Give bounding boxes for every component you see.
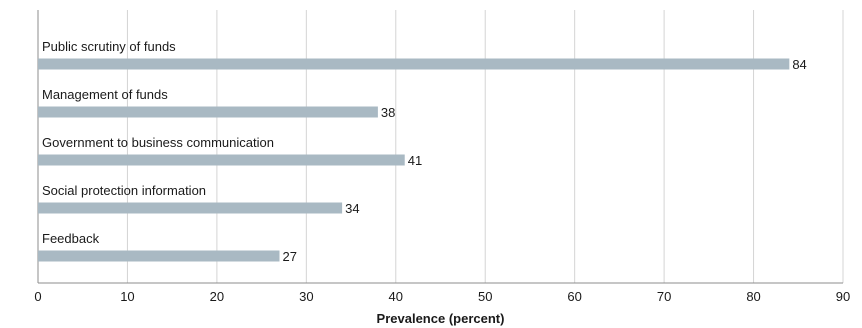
value-label-5: 27	[283, 249, 297, 264]
category-label-1: Public scrutiny of funds	[42, 39, 176, 54]
category-label-3: Government to business communication	[42, 135, 274, 150]
x-axis-ticks: 0 10 20 30 40 50 60 70 80 90	[34, 289, 850, 304]
x-tick-label-0: 0	[34, 289, 41, 304]
x-tick-label-20: 20	[210, 289, 224, 304]
bar-5	[38, 250, 280, 262]
value-label-2: 38	[381, 105, 395, 120]
x-tick-label-60: 60	[567, 289, 581, 304]
labels: Public scrutiny of funds 84 Management of …	[42, 39, 807, 264]
x-tick-label-70: 70	[657, 289, 671, 304]
x-axis-title: Prevalence (percent)	[377, 311, 505, 326]
bars	[38, 58, 790, 262]
x-tick-label-40: 40	[389, 289, 403, 304]
bar-2	[38, 106, 378, 118]
bar-3	[38, 154, 405, 166]
grid-lines	[37, 10, 844, 283]
value-label-3: 41	[408, 153, 422, 168]
category-label-4: Social protection information	[42, 183, 206, 198]
x-tick-label-90: 90	[836, 289, 850, 304]
value-label-4: 34	[345, 201, 359, 216]
bar-4	[38, 202, 343, 214]
category-label-5: Feedback	[42, 231, 100, 246]
category-label-2: Management of funds	[42, 87, 168, 102]
x-tick-label-10: 10	[120, 289, 134, 304]
value-label-1: 84	[792, 57, 806, 72]
x-tick-label-50: 50	[478, 289, 492, 304]
x-tick-label-80: 80	[746, 289, 760, 304]
x-tick-label-30: 30	[299, 289, 313, 304]
bar-1	[38, 58, 790, 70]
